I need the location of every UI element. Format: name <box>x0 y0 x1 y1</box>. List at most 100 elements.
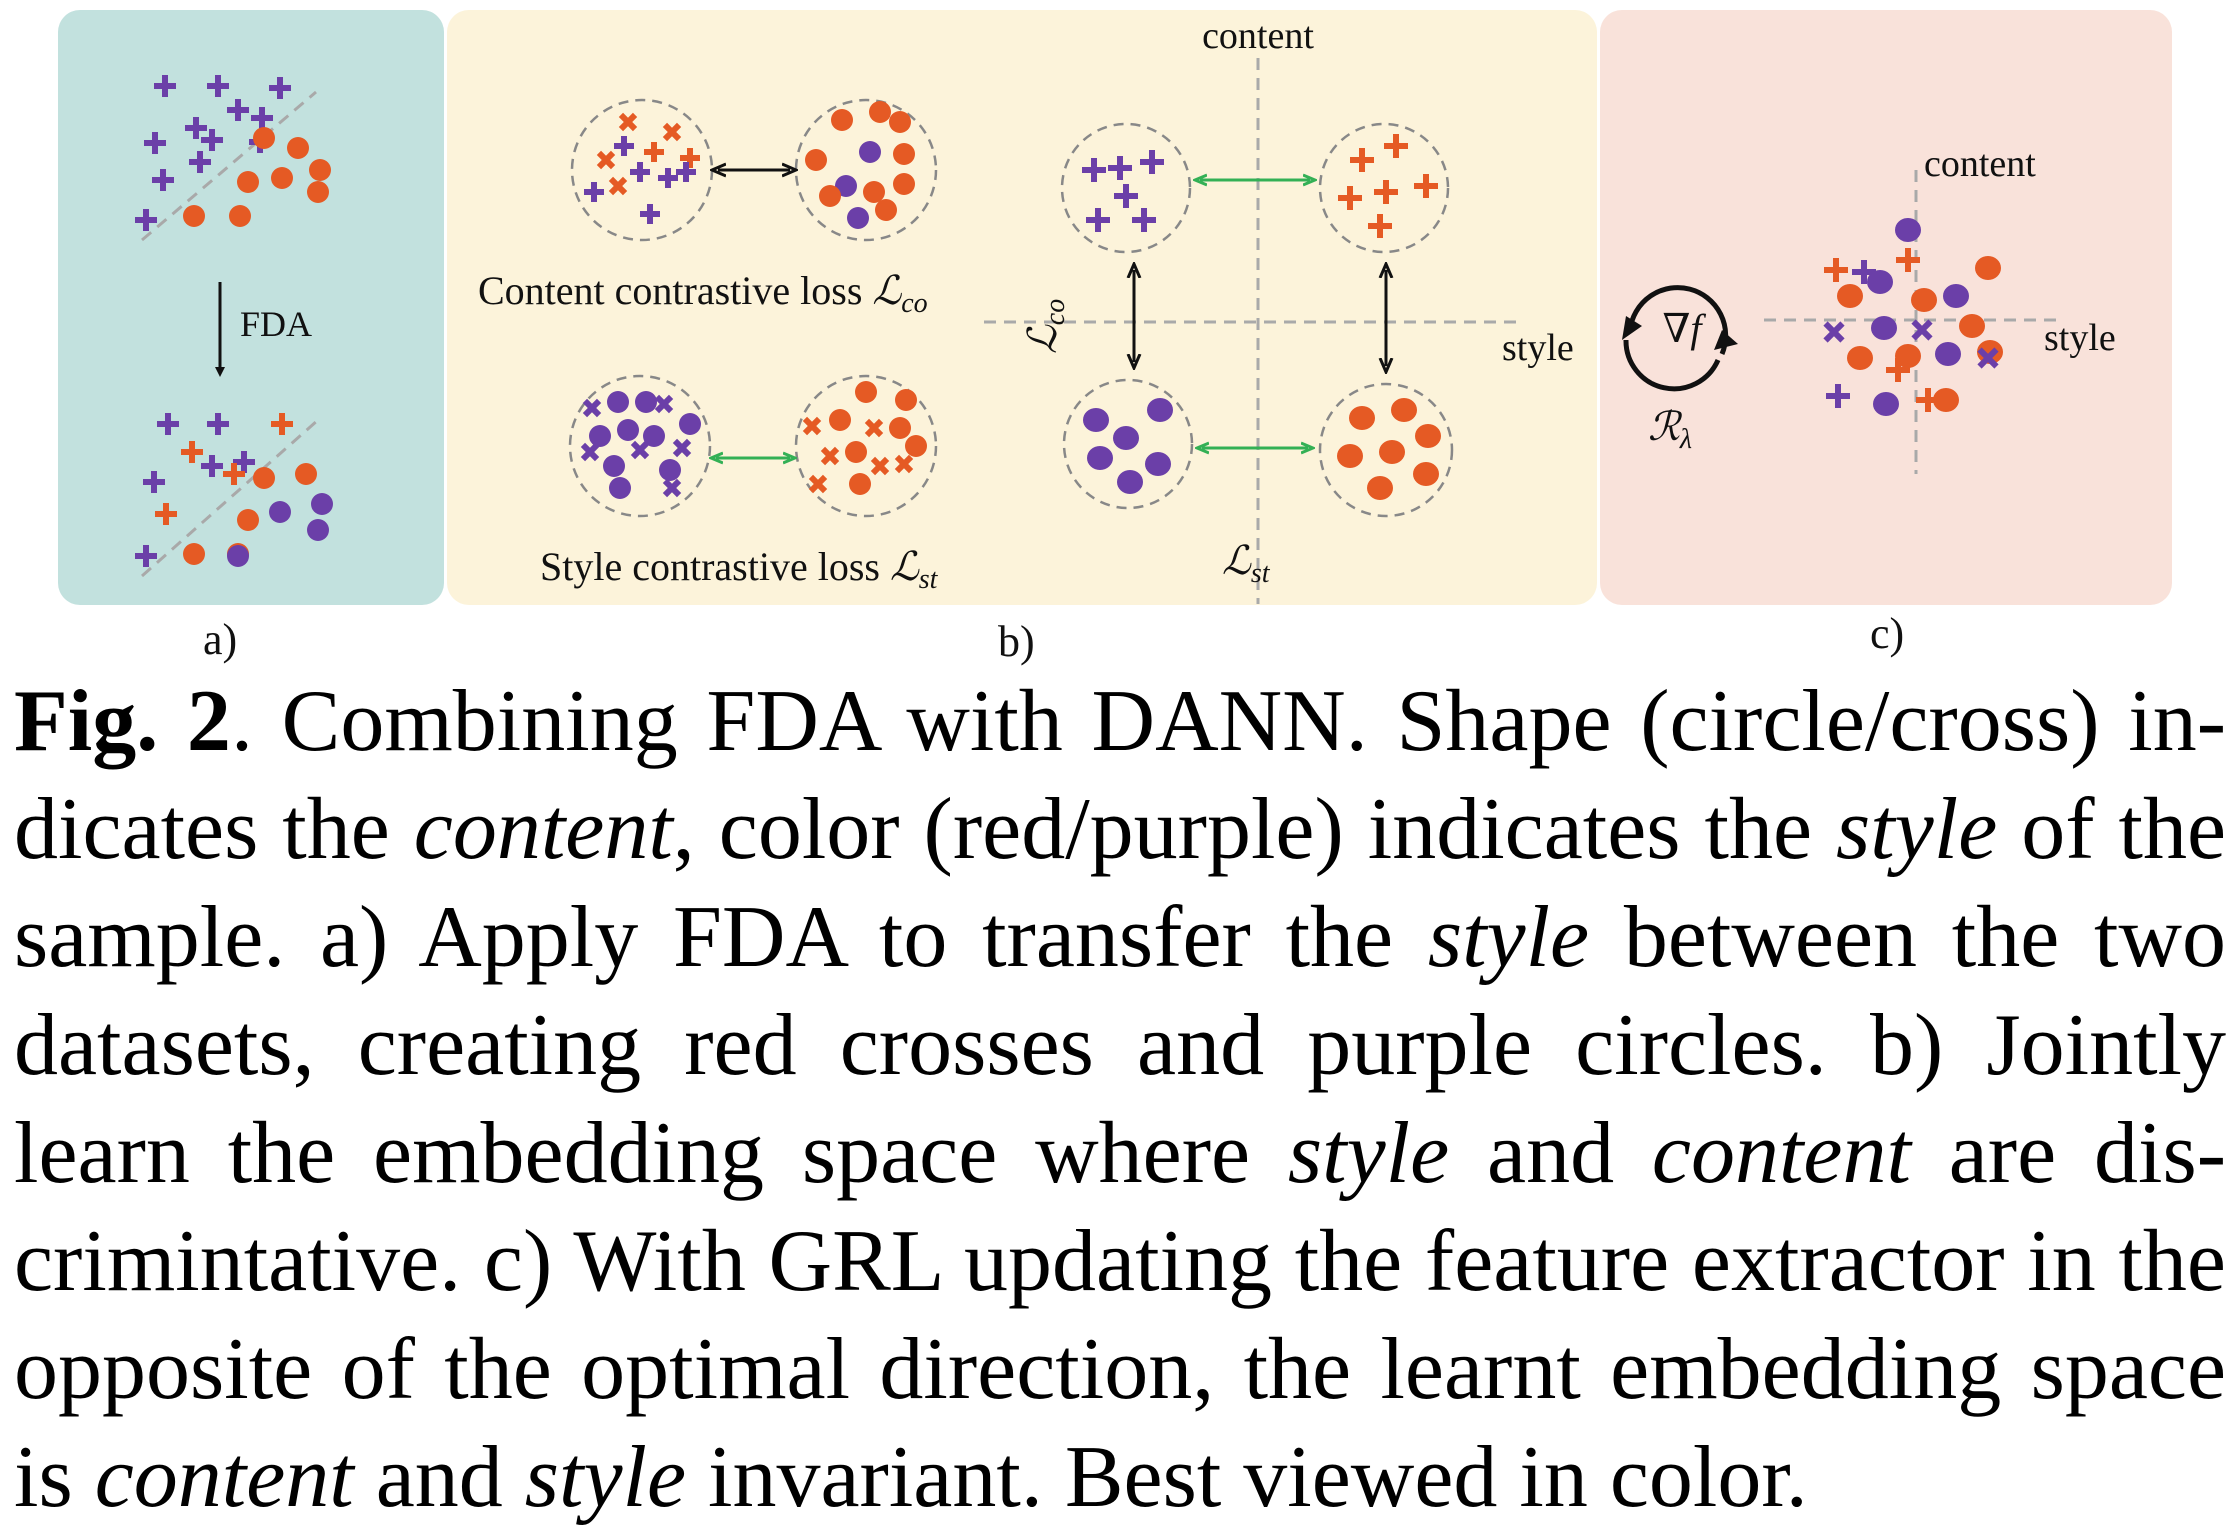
purple-cross-marker <box>189 151 211 173</box>
purple-cross-marker <box>672 438 692 458</box>
red-cross-marker <box>1384 134 1408 158</box>
purple-cross-marker <box>582 398 602 418</box>
purple-circle-marker <box>1083 408 1109 432</box>
panel-b-label: b) <box>998 617 1035 666</box>
red-circle-marker <box>869 101 891 123</box>
caption-emphasis: style <box>524 1429 687 1526</box>
purple-cross-marker <box>233 451 255 473</box>
purple-circle-marker <box>1871 316 1897 340</box>
purple-cross-marker <box>1086 208 1110 232</box>
purple-cross-marker <box>144 132 166 154</box>
red-circle-marker <box>1367 476 1393 500</box>
purple-cross-marker <box>662 478 682 498</box>
purple-cross-marker <box>1977 347 1999 369</box>
purple-cross-marker <box>614 136 634 156</box>
red-circle-marker <box>1933 388 1959 412</box>
red-circle-marker <box>1337 444 1363 468</box>
purple-circle-marker <box>607 391 629 413</box>
red-circle-marker <box>237 509 259 531</box>
purple-cross-marker <box>154 75 176 97</box>
caption-emphasis: style <box>1427 889 1590 986</box>
red-cross-marker <box>1368 214 1392 238</box>
panel-a-top-scatter <box>135 75 331 242</box>
caption-text: and <box>1449 1105 1652 1202</box>
red-circle-marker <box>1895 344 1921 368</box>
red-circle-marker <box>237 171 259 193</box>
purple-circle-marker <box>1895 218 1921 242</box>
purple-cross-marker <box>185 117 207 139</box>
purple-circle-marker <box>859 141 881 163</box>
panel-a-background <box>58 10 444 605</box>
red-circle-marker <box>863 181 885 203</box>
purple-cross-marker <box>580 442 600 462</box>
purple-cross-marker <box>630 440 650 460</box>
cluster-purple-style <box>568 374 712 518</box>
panel-c-label: c) <box>1870 609 1904 658</box>
red-cross-marker <box>1374 180 1398 204</box>
red-cross-marker <box>181 441 203 463</box>
red-cross-marker <box>820 446 840 466</box>
caption-fig-label: Fig. 2 <box>14 673 231 770</box>
purple-cross-marker <box>157 413 179 435</box>
cluster-red-style <box>794 374 938 518</box>
purple-circle-marker <box>1087 446 1113 470</box>
purple-circle-marker <box>1867 270 1893 294</box>
vertical-content-loss-label: ℒco <box>1020 299 1071 354</box>
quadrant-red-crosses <box>1318 122 1450 254</box>
caption-text: are dis-crimintative. c) With GRL updati… <box>14 1105 2226 1526</box>
purple-cross-marker <box>269 77 291 99</box>
red-circle-marker <box>829 409 851 431</box>
purple-cross-marker <box>676 162 696 182</box>
content-axis-label-c: content <box>1924 143 2036 185</box>
purple-cross-marker <box>630 162 650 182</box>
red-circle-marker <box>805 149 827 171</box>
caption-emphasis: content <box>1651 1105 1911 1202</box>
purple-circle-marker <box>643 425 665 447</box>
purple-cross-marker <box>201 455 223 477</box>
red-circle-marker <box>905 435 927 457</box>
caption-text: between the two datasets, creating red c… <box>14 889 2226 1202</box>
red-circle-marker <box>845 441 867 463</box>
red-circle-marker <box>1837 284 1863 308</box>
purple-cross-marker <box>135 209 157 231</box>
panel-a-label: a) <box>203 615 237 664</box>
purple-cross-marker <box>640 204 660 224</box>
purple-circle-marker <box>635 391 657 413</box>
purple-circle-marker <box>1935 342 1961 366</box>
purple-cross-marker <box>152 169 174 191</box>
purple-cross-marker <box>654 394 674 414</box>
quadrant-purple-circles <box>1062 378 1194 510</box>
purple-cross-marker <box>1826 384 1850 408</box>
red-cross-marker <box>1886 358 1910 382</box>
red-cross-marker <box>864 418 884 438</box>
gradient-symbol: ∇f <box>1662 306 1706 351</box>
style-axis-label-c: style <box>2044 317 2116 359</box>
red-circle-marker <box>889 417 911 439</box>
red-circle-marker <box>253 467 275 489</box>
red-circle-marker <box>855 381 877 403</box>
red-circle-marker <box>183 205 205 227</box>
red-circle-marker <box>819 185 841 207</box>
red-cross-marker <box>662 122 682 142</box>
red-circle-marker <box>889 111 911 133</box>
caption-text: invariant. Best viewed in color. <box>686 1429 1808 1526</box>
quadrant-red-circles <box>1318 382 1454 518</box>
purple-circle-marker <box>617 419 639 441</box>
fda-arrow-label: FDA <box>240 304 312 344</box>
purple-cross-marker <box>1082 158 1106 182</box>
red-circle-marker <box>893 143 915 165</box>
caption-emphasis: style <box>1287 1105 1450 1202</box>
caption-emphasis: style <box>1835 781 1998 878</box>
red-circle-marker <box>875 199 897 221</box>
purple-circle-marker <box>311 493 333 515</box>
red-circle-marker <box>1349 406 1375 430</box>
red-cross-marker <box>1916 388 1940 412</box>
red-circle-marker <box>1413 462 1439 486</box>
panel-c-background <box>1600 10 2172 605</box>
red-circle-marker <box>1847 346 1873 370</box>
red-circle-marker <box>849 473 871 495</box>
red-cross-marker <box>802 416 822 436</box>
red-cross-marker <box>608 176 628 196</box>
red-circle-marker <box>1379 440 1405 464</box>
purple-cross-marker <box>143 471 165 493</box>
